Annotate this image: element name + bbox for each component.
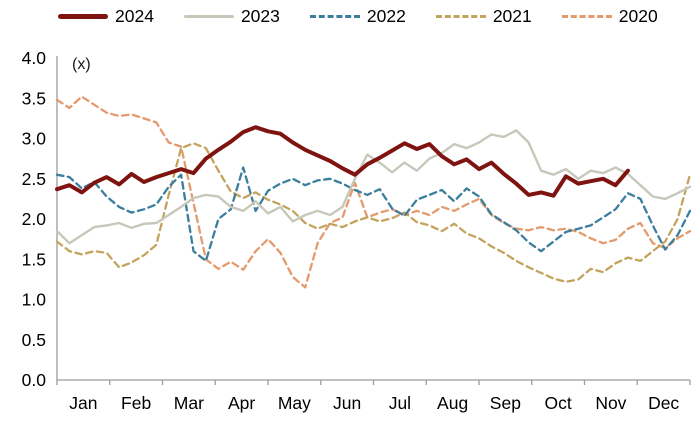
legend-item-2024: 2024 <box>58 6 154 26</box>
x-month-label: Feb <box>121 393 151 413</box>
y-tick-label: 0.0 <box>22 370 47 390</box>
legend-label: 2023 <box>240 6 280 26</box>
legend-swatch-2021 <box>435 15 486 19</box>
series-line-2024 <box>55 125 630 198</box>
x-month-label: May <box>278 393 311 413</box>
legend: 2024 2023 2022 2021 2020 <box>58 6 658 26</box>
legend-item-2022: 2022 <box>309 6 406 26</box>
y-tick-label: 1.0 <box>22 290 47 310</box>
x-month-label: Jul <box>389 393 411 413</box>
y-tick-label: 3.0 <box>22 129 47 149</box>
legend-item-2021: 2021 <box>435 6 532 26</box>
y-tick-label: 1.5 <box>22 249 46 269</box>
series-line-2020 <box>55 95 692 289</box>
y-tick-label: 3.5 <box>22 88 46 108</box>
legend-label: 2022 <box>366 6 406 26</box>
y-tick-label: 2.0 <box>22 209 47 229</box>
unit-label: (x) <box>72 56 91 73</box>
legend-swatch-2020 <box>561 15 612 19</box>
series-line-2023 <box>55 129 692 245</box>
y-tick-label: 4.0 <box>22 48 47 68</box>
x-month-label: Jun <box>333 393 361 413</box>
x-month-label: Nov <box>595 393 626 413</box>
legend-label: 2020 <box>618 6 658 26</box>
x-month-label: Sep <box>490 393 521 413</box>
legend-label: 2021 <box>492 6 532 26</box>
series-line-2021 <box>55 142 692 283</box>
legend-swatch-2022 <box>309 15 360 19</box>
x-month-label: Aug <box>437 393 468 413</box>
x-month-label: Mar <box>174 393 204 413</box>
legend-swatch-2024 <box>58 14 108 20</box>
legend-label: 2024 <box>115 6 154 26</box>
x-month-label: Oct <box>545 393 572 413</box>
y-tick-label: 0.5 <box>22 330 46 350</box>
x-month-label: Apr <box>228 393 255 413</box>
legend-item-2020: 2020 <box>561 6 658 26</box>
x-month-label: Jan <box>69 393 97 413</box>
y-tick-label: 2.5 <box>22 169 46 189</box>
legend-item-2023: 2023 <box>183 6 280 26</box>
x-month-label: Dec <box>648 393 679 413</box>
legend-swatch-2023 <box>183 15 234 19</box>
